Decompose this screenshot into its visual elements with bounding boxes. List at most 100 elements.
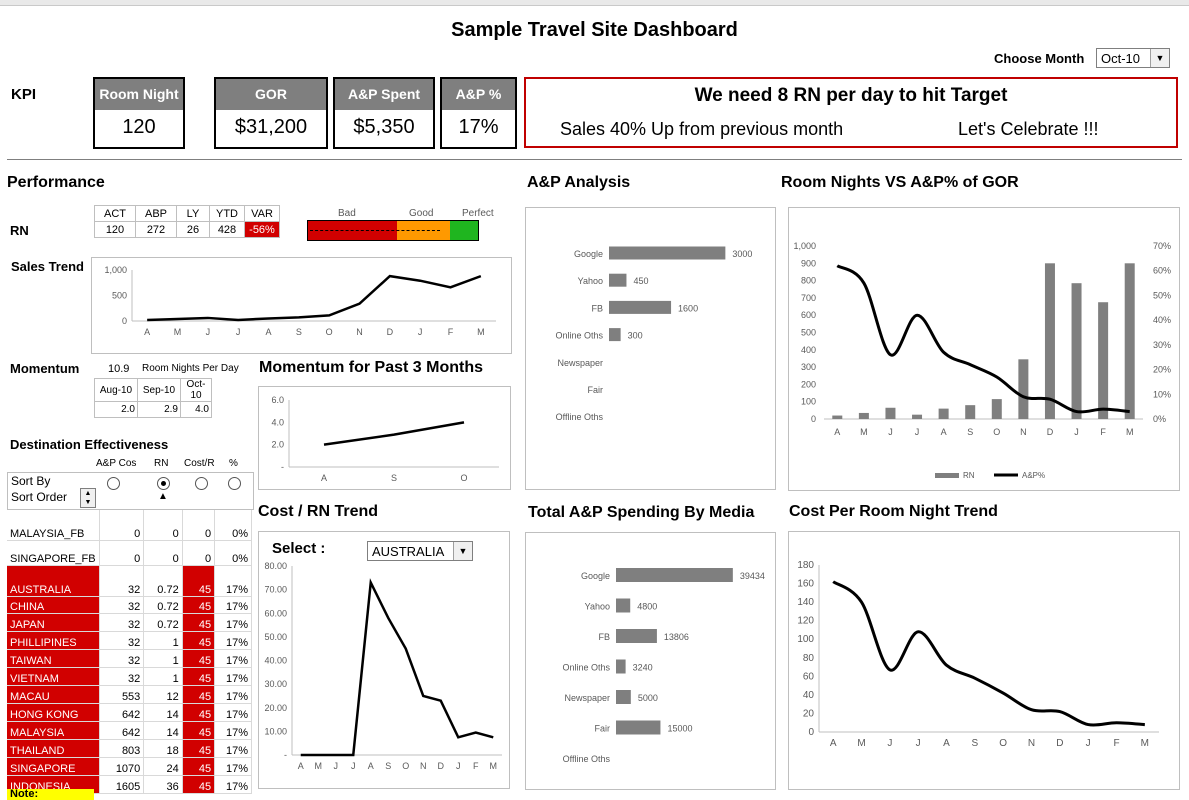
y-tick-label: 40.00 bbox=[264, 656, 287, 666]
x-tick-label: O bbox=[402, 761, 409, 771]
dest-cell-cost: 45 bbox=[182, 757, 216, 776]
bar-value-label: 3000 bbox=[732, 249, 752, 259]
perf-header: ACT bbox=[94, 205, 136, 222]
x-tick-label: M bbox=[857, 738, 865, 749]
dest-cell-rn: 24 bbox=[143, 757, 183, 776]
dest-cell-rn: 36 bbox=[143, 775, 183, 794]
momentum-month: Aug-10 bbox=[94, 378, 138, 402]
dest-cell-name: MALAYSIA_FB bbox=[7, 510, 100, 541]
gauge-label-bad: Bad bbox=[338, 208, 356, 219]
bar-category-label: Fair bbox=[588, 385, 604, 395]
dest-cell-ap: 642 bbox=[99, 721, 145, 740]
dest-cell-cost: 45 bbox=[182, 613, 216, 632]
x-tick-label: F bbox=[473, 761, 479, 771]
ap-percent-line bbox=[836, 264, 1130, 414]
dest-cell-pct: 17% bbox=[214, 613, 252, 632]
bar-category-label: Yahoo bbox=[578, 276, 603, 286]
x-tick-label: J bbox=[236, 327, 241, 337]
kpi-card-ap-spent: A&P Spent $5,350 bbox=[333, 77, 435, 149]
destination-row: PHILLIPINES 32 1 45 17% bbox=[7, 631, 252, 650]
dest-cell-rn: 0.72 bbox=[143, 596, 183, 614]
momentum-chart: - 2.0 4.0 6.0 A S O bbox=[258, 386, 511, 490]
y-tick-label: 10.00 bbox=[264, 726, 287, 736]
x-tick-label: S bbox=[391, 473, 397, 483]
momentum-label: Momentum bbox=[10, 361, 80, 376]
cost-rn-title: Cost / RN Trend bbox=[258, 503, 379, 520]
celebrate-message: Let's Celebrate !!! bbox=[958, 119, 1099, 139]
kpi-card-label: GOR bbox=[216, 79, 326, 110]
kpi-card-value: $31,200 bbox=[234, 116, 308, 138]
dest-cell-rn: 1 bbox=[143, 631, 183, 650]
dest-cell-cost: 45 bbox=[182, 721, 216, 740]
sort-order-spinner[interactable]: ▲ ▼ bbox=[80, 488, 96, 508]
sort-radio-ap-cost[interactable] bbox=[107, 477, 120, 490]
kpi-card-label: A&P Spent bbox=[335, 79, 433, 110]
y-tick-label: 2.0 bbox=[271, 440, 284, 450]
dest-cell-cost: 0 bbox=[182, 510, 216, 541]
rn-vs-ap-title: Room Nights VS A&P% of GOR bbox=[781, 174, 1019, 191]
bar bbox=[609, 273, 627, 287]
kpi-card-label: Room Night bbox=[95, 79, 183, 110]
x-tick-label: J bbox=[1086, 738, 1091, 749]
bar-value-label: 39434 bbox=[740, 571, 765, 581]
perf-value: 26 bbox=[176, 221, 210, 238]
bar-category-label: Offline Oths bbox=[563, 754, 611, 764]
x-tick-label: J bbox=[888, 427, 893, 437]
x-tick-label: D bbox=[438, 761, 445, 771]
x-tick-label: O bbox=[999, 738, 1007, 749]
bar bbox=[616, 629, 657, 643]
sort-radio-cost-r[interactable] bbox=[195, 477, 208, 490]
destination-row: TAIWAN 32 1 45 17% bbox=[7, 649, 252, 668]
total-ap-svg: Google 39434 Yahoo 4800 FB 13806 Online Oths 32… bbox=[562, 568, 765, 764]
perf-header: ABP bbox=[135, 205, 177, 222]
x-tick-label: J bbox=[887, 738, 892, 749]
chevron-down-icon[interactable]: ▼ bbox=[1150, 49, 1169, 67]
month-dropdown[interactable]: Oct-10 ▼ bbox=[1096, 48, 1170, 68]
x-tick-label: M bbox=[315, 761, 323, 771]
sort-radio-rn[interactable] bbox=[157, 477, 170, 490]
y2-tick-label: 10% bbox=[1153, 389, 1171, 399]
x-tick-label: S bbox=[967, 427, 973, 437]
y-tick-label: - bbox=[284, 750, 287, 760]
x-tick-label: A bbox=[298, 761, 304, 771]
series-line bbox=[147, 274, 482, 322]
y-tick-label: 1,000 bbox=[793, 241, 816, 251]
gauge-marker bbox=[310, 230, 440, 231]
bar-value-label: 3240 bbox=[633, 663, 653, 673]
y-tick-label: - bbox=[281, 462, 284, 472]
bar-value-label: 1600 bbox=[678, 303, 698, 313]
y2-tick-label: 50% bbox=[1153, 290, 1171, 300]
sort-radio-percent[interactable] bbox=[228, 477, 241, 490]
dest-cell-name: MACAU bbox=[7, 685, 100, 704]
y-tick-label: 70.00 bbox=[264, 585, 287, 595]
y-tick-label: 4.0 bbox=[271, 417, 284, 427]
x-tick-label: M bbox=[477, 327, 485, 337]
bar-category-label: Online Oths bbox=[562, 663, 610, 673]
dest-cell-name: SINGAPORE_FB bbox=[7, 540, 100, 566]
bar bbox=[616, 568, 733, 582]
x-tick-label: M bbox=[860, 427, 868, 437]
x-tick-label: A bbox=[943, 738, 950, 749]
gauge-label-good: Good bbox=[409, 208, 434, 219]
destination-row: MACAU 553 12 45 17% bbox=[7, 685, 252, 704]
destination-select[interactable]: AUSTRALIA ▼ bbox=[367, 541, 473, 561]
cost-per-rn-svg: 0 20 40 60 80 100 120 140 160 180 A M J J A S O N D J F M bbox=[797, 560, 1159, 749]
y-tick-label: 500 bbox=[801, 328, 816, 338]
bar-category-label: Fair bbox=[595, 724, 611, 734]
y-tick-label: 30.00 bbox=[264, 679, 287, 689]
chevron-down-icon[interactable]: ▼ bbox=[453, 542, 472, 560]
momentum-svg: - 2.0 4.0 6.0 A S O bbox=[271, 395, 499, 483]
dest-cell-pct: 17% bbox=[214, 596, 252, 614]
rn-bar bbox=[912, 414, 923, 419]
dest-cell-cost: 45 bbox=[182, 775, 216, 794]
dest-cell-pct: 17% bbox=[214, 721, 252, 740]
dest-cell-cost: 0 bbox=[182, 540, 216, 566]
bar bbox=[609, 246, 726, 260]
sheet-column-header bbox=[0, 0, 1189, 6]
rn-bar bbox=[965, 405, 976, 419]
momentum-rate: 4.0 bbox=[180, 401, 212, 418]
rn-bar bbox=[1018, 359, 1029, 419]
bar-category-label: Yahoo bbox=[585, 602, 610, 612]
y-tick-label: 300 bbox=[801, 362, 816, 372]
y-tick-label: 60.00 bbox=[264, 608, 287, 618]
